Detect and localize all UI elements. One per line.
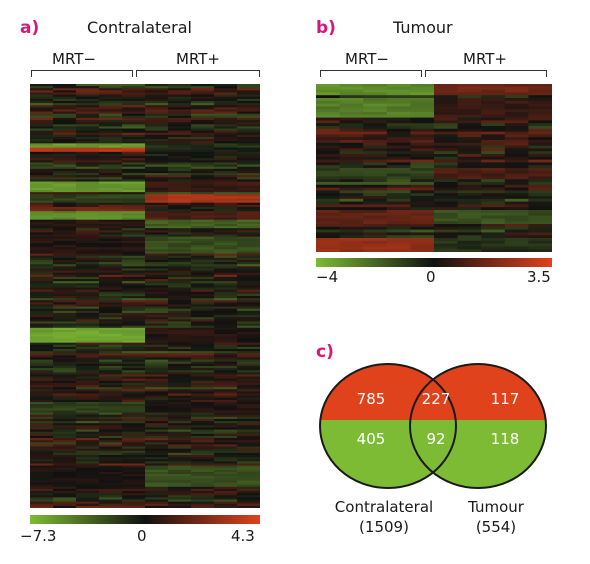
heatmap-cell [481,249,505,252]
colorbar-a-max-label: 4.3 [231,527,255,545]
heatmap-cell [214,506,238,508]
panel-b-letter: b) [316,18,336,38]
heatmap-cell [53,506,77,508]
heatmap-cell [168,506,192,508]
heatmap-tumour [316,84,552,252]
panel-a-title: Contralateral [87,18,192,37]
heatmap-cell [387,249,411,252]
venn-overlap-up-count: 227 [414,390,458,408]
panel-b-bracket-mrt-plus [425,70,547,78]
venn-right-down-count: 118 [483,430,527,448]
panel-b-bracket-mrt-minus [320,70,422,78]
heatmap-cell [363,249,387,252]
colorbar-a-mid-label: 0 [137,527,147,545]
colorbar-b-max-label: 3.5 [527,268,551,286]
panel-a-bracket-mrt-plus [136,70,260,78]
panel-a-bracket-mrt-minus [31,70,133,78]
heatmap-cell [458,249,482,252]
venn-right-name: Tumour [458,497,534,517]
venn-right-up-count: 117 [483,390,527,408]
heatmap-cell [191,506,215,508]
heatmap-cell [340,249,364,252]
heatmap-cell [410,249,434,252]
heatmap-cell [434,249,458,252]
heatmap-cell [76,506,100,508]
venn-left-total: (1509) [328,517,440,537]
panel-a-letter: a) [20,18,39,38]
panel-b-title: Tumour [393,18,453,37]
colorbar-a-min-label: −7.3 [20,527,56,545]
panel-b-group-mrt-minus: MRT− [345,50,389,68]
venn-left-up-count: 785 [349,390,393,408]
heatmap-cell [145,506,169,508]
venn-right-caption: Tumour (554) [458,497,534,537]
heatmap-cell [30,506,54,508]
colorbar-b-mid-label: 0 [426,268,436,286]
heatmap-contralateral [30,84,260,508]
venn-overlap-down-count: 92 [414,430,458,448]
colorbar-b-min-label: −4 [316,268,338,286]
heatmap-cell [99,506,123,508]
panel-a-group-mrt-plus: MRT+ [176,50,220,68]
heatmap-cell [316,249,340,252]
colorbar-contralateral [30,515,260,524]
venn-left-caption: Contralateral (1509) [328,497,440,537]
heatmap-cell [528,249,552,252]
heatmap-cell [505,249,529,252]
colorbar-tumour [316,258,552,267]
panel-a-group-mrt-minus: MRT− [52,50,96,68]
venn-left-name: Contralateral [328,497,440,517]
venn-diagram [318,362,558,494]
heatmap-cell [237,506,260,508]
panel-c-letter: c) [316,342,334,362]
venn-left-down-count: 405 [349,430,393,448]
venn-right-total: (554) [458,517,534,537]
panel-b-group-mrt-plus: MRT+ [463,50,507,68]
heatmap-cell [122,506,146,508]
